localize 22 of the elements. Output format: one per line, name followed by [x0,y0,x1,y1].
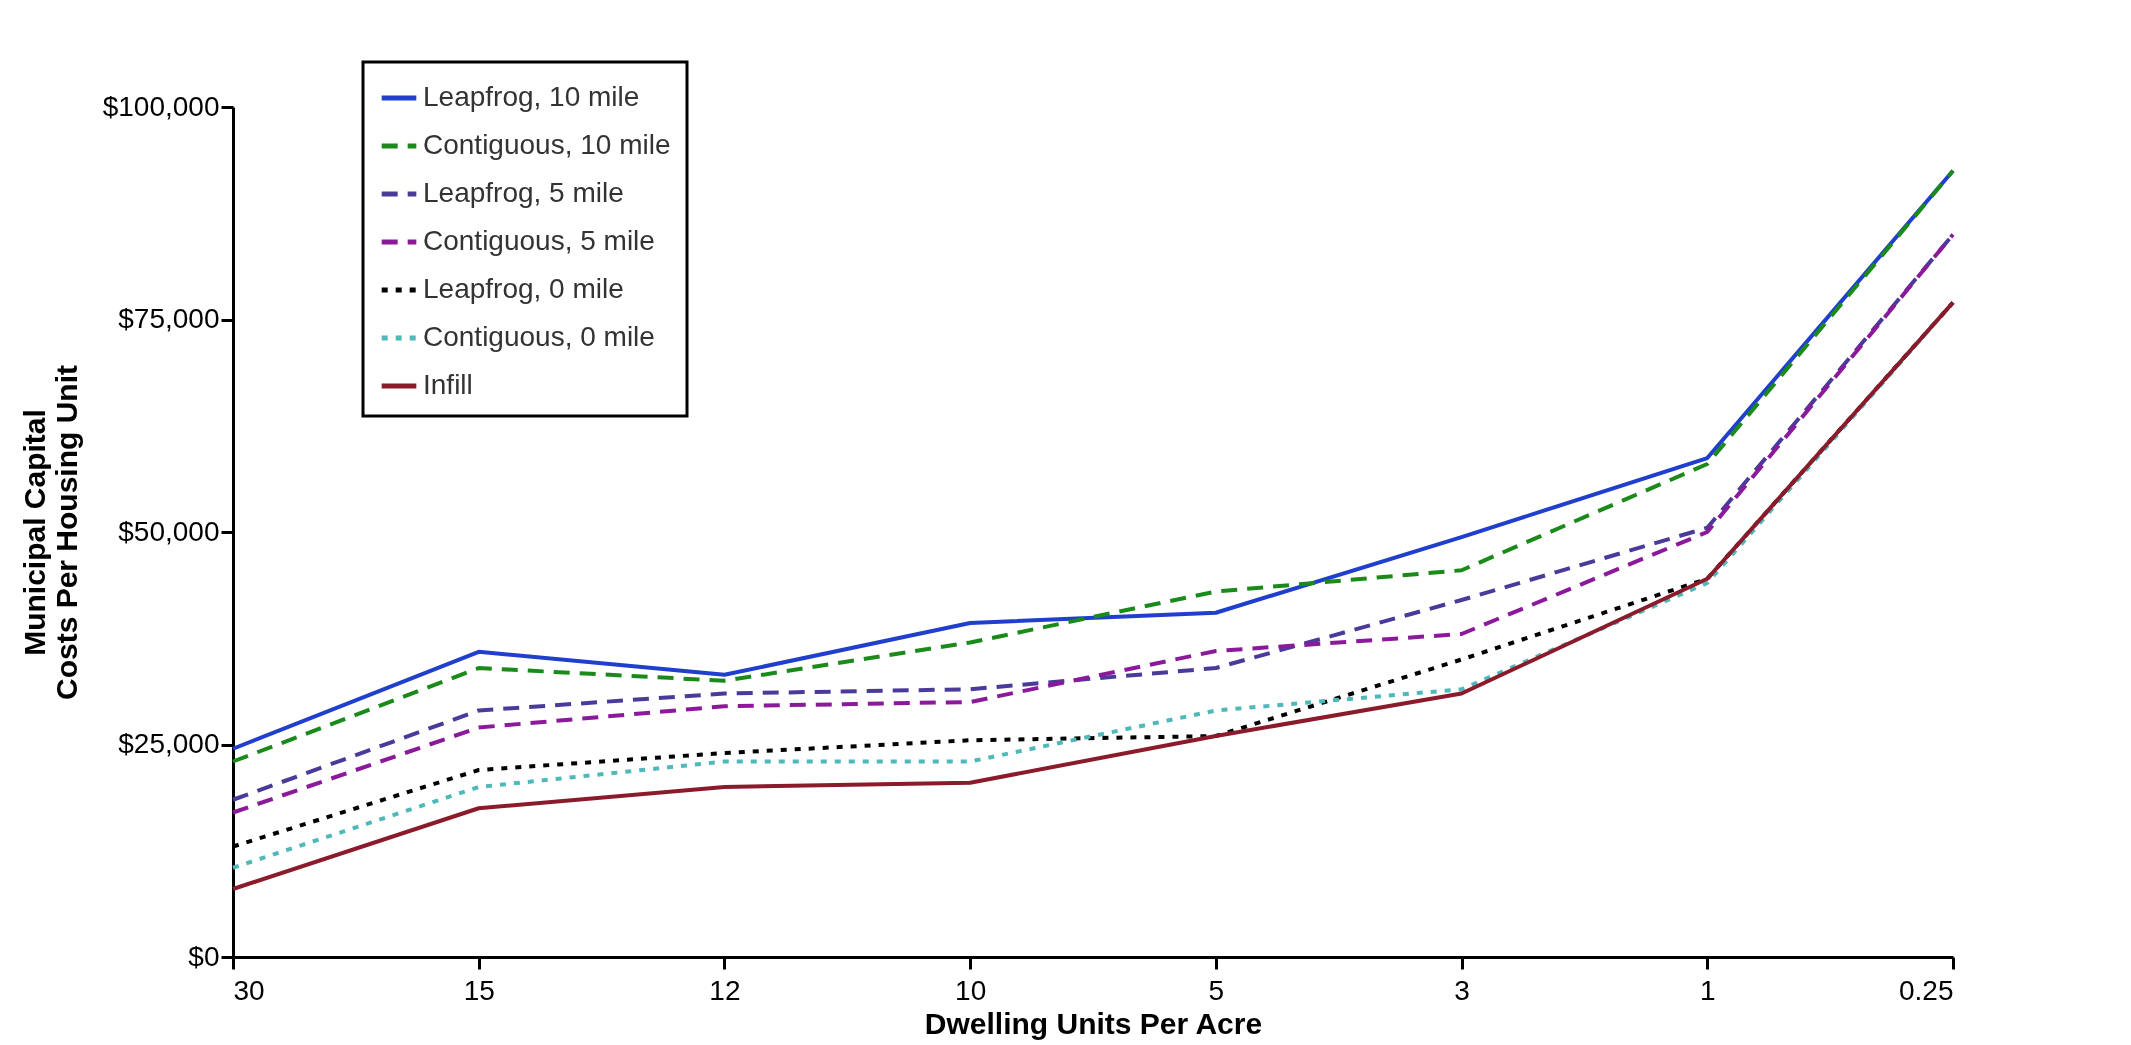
x-axis-title: Dwelling Units Per Acre [924,1006,1263,1040]
x-tick-label: 3 [1454,974,1470,1006]
x-tick-label: 30 [233,974,265,1006]
x-tick-label: 15 [463,974,495,1006]
legend-label: Contiguous, 0 mile [423,321,655,352]
legend-label: Infill [423,369,473,400]
x-tick-label: 5 [1208,974,1225,1006]
y-tick-label: $100,000 [102,90,220,122]
legend-label: Contiguous, 10 mile [423,129,671,160]
y-tick-label: $25,000 [118,728,220,759]
x-tick-label: 0.25 [1899,974,1954,1006]
x-tick-label: 12 [709,974,741,1006]
legend-label: Leapfrog, 10 mile [423,81,640,112]
x-tick-label: 1 [1700,974,1716,1006]
legend-label: Leapfrog, 0 mile [423,273,624,304]
legend-label: Leapfrog, 5 mile [423,177,624,208]
y-axis-title: Municipal Capital Costs Per Housing Unit [17,364,83,701]
y-tick-label: $75,000 [118,303,220,334]
x-tick-label: 10 [955,974,987,1006]
legend-label: Contiguous, 5 mile [423,225,655,256]
y-tick-label: $50,000 [118,515,220,547]
y-tick-label: $0 [188,940,220,972]
